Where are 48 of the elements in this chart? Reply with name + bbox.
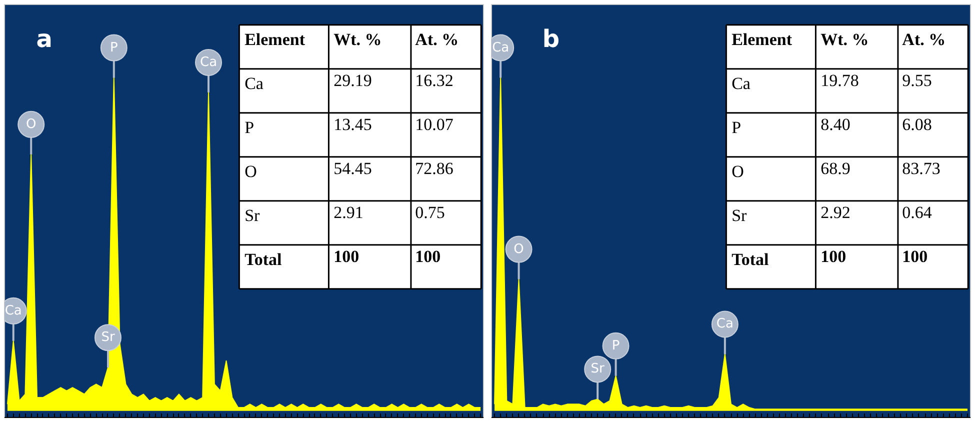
text: Element — [732, 30, 792, 50]
annotation: 54.45 — [334, 159, 372, 178]
annotation: Total — [732, 250, 770, 270]
annotation: O — [732, 162, 744, 182]
annotation: Ca — [200, 54, 218, 70]
annotation: 100 — [820, 247, 846, 266]
text: Wt. % — [820, 30, 869, 50]
annotation: Ca — [732, 74, 751, 94]
annotation: 29.19 — [334, 71, 372, 90]
annotation: P — [110, 40, 118, 56]
annotation: 10.07 — [415, 115, 454, 134]
annotation: 0.64 — [902, 203, 932, 222]
annotation: Sr — [101, 330, 116, 346]
annotation: P — [612, 338, 620, 354]
annotation: Sr — [732, 206, 748, 226]
annotation: 2.91 — [334, 203, 364, 222]
annotation: 19.78 — [820, 71, 859, 90]
annotation: 16.32 — [415, 71, 454, 90]
annotation: 68.9 — [820, 159, 850, 178]
annotation: Ca — [4, 303, 22, 318]
annotation: 100 — [902, 247, 928, 266]
annotation: 100 — [415, 247, 441, 266]
text: At. % — [902, 30, 946, 50]
annotation: 0.75 — [415, 203, 445, 222]
text: Element — [244, 30, 306, 50]
annotation: Sr — [590, 362, 606, 377]
annotation: 6.08 — [902, 115, 932, 134]
text: At. % — [415, 30, 459, 50]
annotation: Ca — [492, 40, 510, 56]
annotation: Ca — [716, 316, 734, 332]
annotation: 8.40 — [820, 115, 850, 134]
annotation: O — [514, 242, 524, 257]
annotation: O — [26, 116, 36, 132]
annotation: P — [244, 118, 254, 138]
annotation: Sr — [244, 206, 260, 226]
annotation: 9.55 — [902, 71, 932, 90]
annotation: 2.92 — [820, 203, 850, 222]
annotation: 83.73 — [902, 159, 940, 178]
chart-title: b — [542, 24, 560, 53]
annotation: P — [732, 118, 742, 138]
annotation: 72.86 — [415, 159, 454, 178]
text: Wt. % — [334, 30, 382, 50]
annotation: 13.45 — [334, 115, 372, 134]
annotation: O — [244, 162, 257, 182]
chart-title: a — [36, 24, 52, 53]
annotation: Total — [244, 250, 282, 270]
annotation: 100 — [334, 247, 360, 266]
annotation: Ca — [244, 74, 264, 94]
